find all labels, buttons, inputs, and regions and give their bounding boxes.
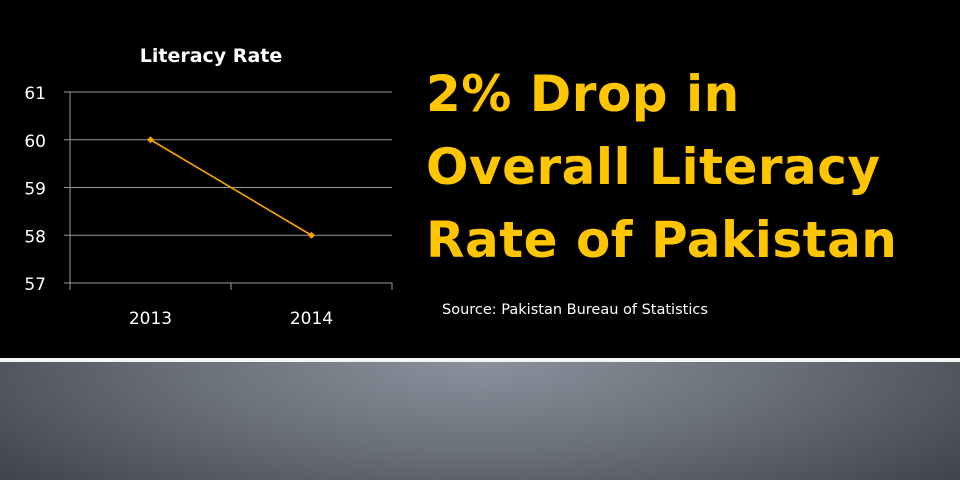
- headline-line-1: 2% Drop in: [426, 65, 740, 123]
- y-tick-label: 57: [24, 275, 46, 295]
- y-gridlines: [70, 91, 392, 236]
- x-tick-label: 2013: [129, 309, 172, 329]
- source-note: Source: Pakistan Bureau of Statistics: [442, 302, 708, 318]
- headline-line-2: Overall Literacy: [426, 138, 881, 196]
- data-point-marker: [147, 136, 154, 144]
- series-line-path: [150, 139, 312, 236]
- chart-panel: [0, 0, 960, 358]
- headline-line-3: Rate of Pakistan: [426, 211, 898, 269]
- literacy-line-chart: Literacy Rate 57 58 59 60 61 2013 2014: [24, 45, 393, 329]
- x-axis: 2013 2014: [69, 282, 393, 329]
- y-tick-label: 60: [24, 132, 46, 152]
- slide-divider: [0, 358, 960, 362]
- data-point-marker: [308, 231, 315, 239]
- headline: 2% Drop in Overall Literacy Rate of Paki…: [426, 58, 946, 277]
- series-line: [147, 136, 315, 239]
- y-tick-label: 58: [24, 227, 46, 247]
- chart-title: Literacy Rate: [140, 45, 282, 67]
- x-tick-label: 2014: [290, 309, 333, 329]
- y-tick-label: 61: [24, 84, 46, 104]
- y-axis: 57 58 59 60 61: [24, 84, 71, 295]
- y-tick-label: 59: [24, 180, 46, 200]
- bottom-gradient-panel: [0, 362, 960, 480]
